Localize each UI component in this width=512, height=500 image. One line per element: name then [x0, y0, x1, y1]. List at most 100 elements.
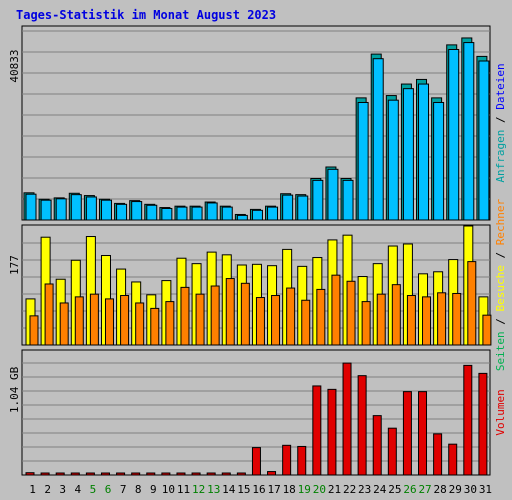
- bar-volumen-day-15: [236, 472, 246, 476]
- bar-volumen-day-10: [161, 472, 171, 476]
- bar-dateien-day-7: [116, 203, 128, 221]
- bar-rechner-day-19: [301, 299, 311, 346]
- bar-volumen-day-7: [116, 472, 126, 476]
- y-max-label-top: 40833: [8, 49, 21, 82]
- bar-rechner-day-17: [271, 295, 281, 346]
- bar-volumen-day-28: [433, 433, 443, 476]
- bar-volumen-day-31: [478, 372, 488, 476]
- x-tick-day-31: 31: [479, 483, 492, 496]
- bar-dateien-day-1: [25, 193, 37, 221]
- bar-volumen-day-16: [251, 447, 261, 476]
- bar-rechner-day-30: [467, 261, 477, 346]
- bar-volumen-day-14: [221, 472, 231, 476]
- bar-rechner-day-1: [29, 315, 39, 346]
- x-tick-day-10: 10: [162, 483, 175, 496]
- x-tick-day-12: 12: [192, 483, 205, 496]
- x-tick-day-28: 28: [434, 483, 447, 496]
- bar-volumen-day-17: [267, 471, 277, 476]
- bar-dateien-day-25: [387, 99, 399, 221]
- x-tick-day-27: 27: [418, 483, 431, 496]
- x-tick-day-19: 19: [298, 483, 311, 496]
- bar-rechner-day-29: [452, 292, 462, 346]
- bar-volumen-day-25: [387, 427, 397, 476]
- bar-dateien-day-6: [100, 199, 112, 221]
- x-tick-day-23: 23: [358, 483, 371, 496]
- x-tick-day-5: 5: [90, 483, 97, 496]
- bar-dateien-day-10: [161, 207, 173, 221]
- bar-dateien-day-30: [463, 42, 475, 221]
- bar-volumen-day-21: [327, 388, 337, 476]
- x-tick-day-3: 3: [59, 483, 66, 496]
- bar-volumen-day-3: [55, 472, 65, 476]
- bar-volumen-day-9: [146, 472, 156, 476]
- bar-volumen-day-11: [176, 472, 186, 476]
- bar-dateien-day-18: [282, 194, 294, 221]
- bar-volumen-day-4: [70, 472, 80, 476]
- x-tick-day-22: 22: [343, 483, 356, 496]
- bar-rechner-day-24: [376, 293, 386, 346]
- bar-rechner-day-8: [135, 302, 145, 346]
- x-tick-day-1: 1: [29, 483, 36, 496]
- bar-dateien-day-14: [221, 206, 233, 221]
- x-tick-day-9: 9: [150, 483, 157, 496]
- bar-rechner-day-15: [240, 282, 250, 346]
- bar-rechner-day-16: [255, 297, 265, 346]
- x-tick-day-13: 13: [207, 483, 220, 496]
- bar-rechner-day-2: [44, 283, 54, 346]
- bar-rechner-day-18: [286, 287, 296, 346]
- bar-dateien-day-24: [372, 58, 384, 221]
- bar-dateien-day-26: [402, 88, 414, 221]
- legend-entry-anfragen: Anfragen: [494, 130, 507, 183]
- bar-volumen-day-20: [312, 385, 322, 476]
- bar-rechner-day-25: [391, 284, 401, 346]
- bar-dateien-day-27: [418, 83, 430, 221]
- bar-dateien-day-21: [327, 168, 339, 221]
- bar-volumen-day-22: [342, 362, 352, 476]
- legend-entry-seiten: Seiten: [494, 331, 507, 371]
- bar-volumen-day-30: [463, 364, 473, 476]
- x-tick-day-30: 30: [464, 483, 477, 496]
- bar-dateien-day-29: [448, 48, 460, 221]
- legend-separator: /: [494, 311, 507, 331]
- bar-rechner-day-27: [422, 296, 432, 346]
- legend-separator: /: [494, 110, 507, 130]
- bar-volumen-day-12: [191, 472, 201, 476]
- bar-dateien-day-4: [70, 194, 82, 221]
- legend-entry-dateien: Dateien: [494, 63, 507, 109]
- bar-rechner-day-6: [104, 298, 114, 346]
- bar-volumen-day-5: [85, 472, 95, 476]
- x-tick-day-21: 21: [328, 483, 341, 496]
- x-tick-day-18: 18: [283, 483, 296, 496]
- bar-dateien-day-9: [146, 204, 158, 221]
- x-tick-day-26: 26: [403, 483, 416, 496]
- bar-rechner-day-20: [316, 288, 326, 346]
- x-tick-day-2: 2: [44, 483, 51, 496]
- legend-separator: /: [494, 245, 507, 265]
- bar-rechner-day-28: [437, 292, 447, 346]
- bar-rechner-day-31: [482, 314, 492, 346]
- bar-dateien-day-28: [433, 101, 445, 221]
- bar-rechner-day-10: [165, 301, 175, 346]
- bar-volumen-day-1: [25, 472, 35, 476]
- bar-dateien-day-22: [342, 179, 354, 221]
- x-tick-day-7: 7: [120, 483, 127, 496]
- bar-rechner-day-7: [120, 295, 130, 346]
- bar-volumen-day-13: [206, 472, 216, 476]
- bar-rechner-day-21: [331, 274, 341, 346]
- bar-volumen-day-6: [100, 472, 110, 476]
- bar-dateien-day-3: [55, 198, 67, 221]
- x-tick-day-16: 16: [252, 483, 265, 496]
- bar-volumen-day-18: [282, 444, 292, 476]
- y-max-label-middle: 177: [8, 255, 21, 275]
- bar-dateien-day-16: [251, 209, 263, 221]
- legend-entry-besuche: Besuche: [494, 265, 507, 311]
- legend-bottom: Volumen: [494, 389, 507, 435]
- x-tick-day-11: 11: [177, 483, 190, 496]
- bar-rechner-day-4: [74, 296, 84, 346]
- x-tick-day-25: 25: [388, 483, 401, 496]
- bar-rechner-day-3: [59, 302, 69, 346]
- bar-volumen-day-8: [131, 472, 141, 476]
- bar-dateien-day-17: [267, 206, 279, 221]
